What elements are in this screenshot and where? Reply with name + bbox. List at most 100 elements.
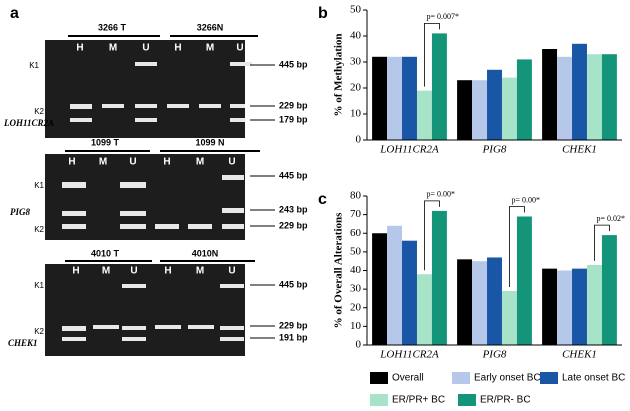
marker-label: K1 — [34, 281, 44, 290]
bracket — [424, 23, 440, 87]
gel-band — [135, 62, 157, 66]
bracket — [509, 206, 525, 287]
y-tick-label: 20 — [350, 301, 362, 313]
marker-label: K2 — [34, 327, 44, 336]
bp-label: 445 bp — [279, 170, 308, 180]
gel-band — [155, 224, 179, 229]
sample-label: 1099 T — [91, 137, 120, 147]
marker-label: K2 — [34, 107, 44, 116]
bp-label: 243 bp — [279, 204, 308, 214]
lane-label: H — [68, 157, 75, 168]
x-tick-label: LOH11CR2A — [379, 349, 439, 361]
y-axis-label: % of Overall Alterations — [333, 212, 345, 329]
lane-label: U — [130, 266, 137, 277]
gel-image — [45, 264, 245, 356]
bar — [572, 43, 587, 140]
x-tick-label: LOH11CR2A — [379, 144, 439, 156]
gel-block: 3266 T 3266N H M U H M U K1 K2 LOH11CR2A… — [3, 22, 308, 138]
x-tick-label: PIG8 — [482, 349, 507, 361]
lane-label: M — [99, 157, 107, 168]
bar — [372, 233, 388, 345]
lane-label: U — [129, 157, 136, 168]
gel-band — [199, 104, 221, 108]
lane-label: U — [228, 266, 235, 277]
bar — [416, 90, 432, 140]
gene-label: LOH11CR2A — [3, 118, 54, 128]
legend-label: Overall — [392, 373, 424, 384]
bp-label: 445 bp — [279, 279, 308, 289]
bar — [501, 77, 517, 140]
legend-label: ER/PR- BC — [480, 395, 531, 406]
gel-band — [135, 118, 157, 122]
gel-band — [188, 325, 214, 329]
bar — [516, 59, 532, 140]
lane-label: U — [228, 157, 235, 168]
gel-band — [135, 104, 157, 108]
gel-band — [122, 326, 146, 330]
bar — [586, 264, 602, 345]
marker-label: K2 — [34, 225, 44, 234]
y-tick-label: 40 — [350, 30, 362, 42]
panel-label: a — [10, 5, 19, 22]
y-tick-label: 30 — [350, 283, 362, 295]
bp-label: 445 bp — [279, 59, 308, 69]
gel-band — [93, 325, 119, 329]
bar — [387, 56, 403, 140]
gel-band — [122, 284, 146, 288]
y-tick-label: 0 — [356, 134, 362, 146]
lane-label: M — [196, 266, 204, 277]
gel-block: 4010 T 4010N H M U H M U K1 K2 CHEK1 445… — [8, 248, 308, 356]
bar — [472, 80, 488, 140]
legend-label: Late onset BC — [562, 373, 625, 384]
bar — [472, 261, 488, 345]
gel-band — [120, 211, 146, 216]
bar — [431, 210, 447, 345]
gel-block: 1099 T 1099 N H M U H M U K1 K2 PIG8 445… — [10, 137, 308, 240]
bp-label: 229 bp — [279, 320, 308, 330]
gel-band — [188, 224, 212, 229]
legend-swatch — [370, 394, 388, 406]
legend-swatch — [452, 372, 470, 384]
gel-band — [62, 224, 86, 229]
y-tick-label: 80 — [350, 190, 362, 202]
gel-band — [120, 182, 146, 188]
gel-band — [62, 182, 86, 188]
bar — [542, 49, 558, 140]
lane-label: M — [196, 157, 204, 168]
sample-label: 4010 T — [91, 248, 120, 258]
sample-label: 1099 N — [195, 137, 224, 147]
gel-band — [62, 337, 86, 341]
annotation: p= 0.007* — [426, 12, 459, 21]
legend-swatch — [540, 372, 558, 384]
bar — [402, 240, 417, 345]
bar — [601, 54, 617, 141]
gel-band — [120, 224, 146, 229]
bar — [457, 80, 473, 140]
bar — [387, 225, 403, 345]
legend-label: ER/PR+ BC — [392, 395, 445, 406]
sample-label: 3266N — [197, 22, 224, 32]
bar — [501, 290, 517, 345]
x-tick-label: PIG8 — [482, 144, 507, 156]
gene-label: PIG8 — [10, 207, 30, 217]
legend-label: Early onset BC — [474, 373, 541, 384]
gel-image — [45, 40, 245, 138]
lane-label: M — [109, 43, 117, 54]
y-axis-label: % of Methylation — [333, 33, 345, 116]
lane-label: H — [174, 43, 181, 54]
bracket — [424, 200, 440, 271]
gel-band — [220, 284, 244, 288]
marker-label: K1 — [29, 61, 39, 70]
lane-label: U — [142, 43, 149, 54]
gel-band — [62, 211, 86, 216]
gel-band — [167, 104, 189, 108]
bar — [487, 257, 502, 345]
y-tick-label: 20 — [350, 82, 362, 94]
x-tick-label: CHEK1 — [562, 144, 597, 156]
bar — [457, 259, 473, 345]
annotation: p= 0.02* — [596, 214, 625, 223]
gel-band — [220, 337, 244, 341]
bar — [487, 69, 502, 140]
y-tick-label: 40 — [350, 264, 362, 276]
